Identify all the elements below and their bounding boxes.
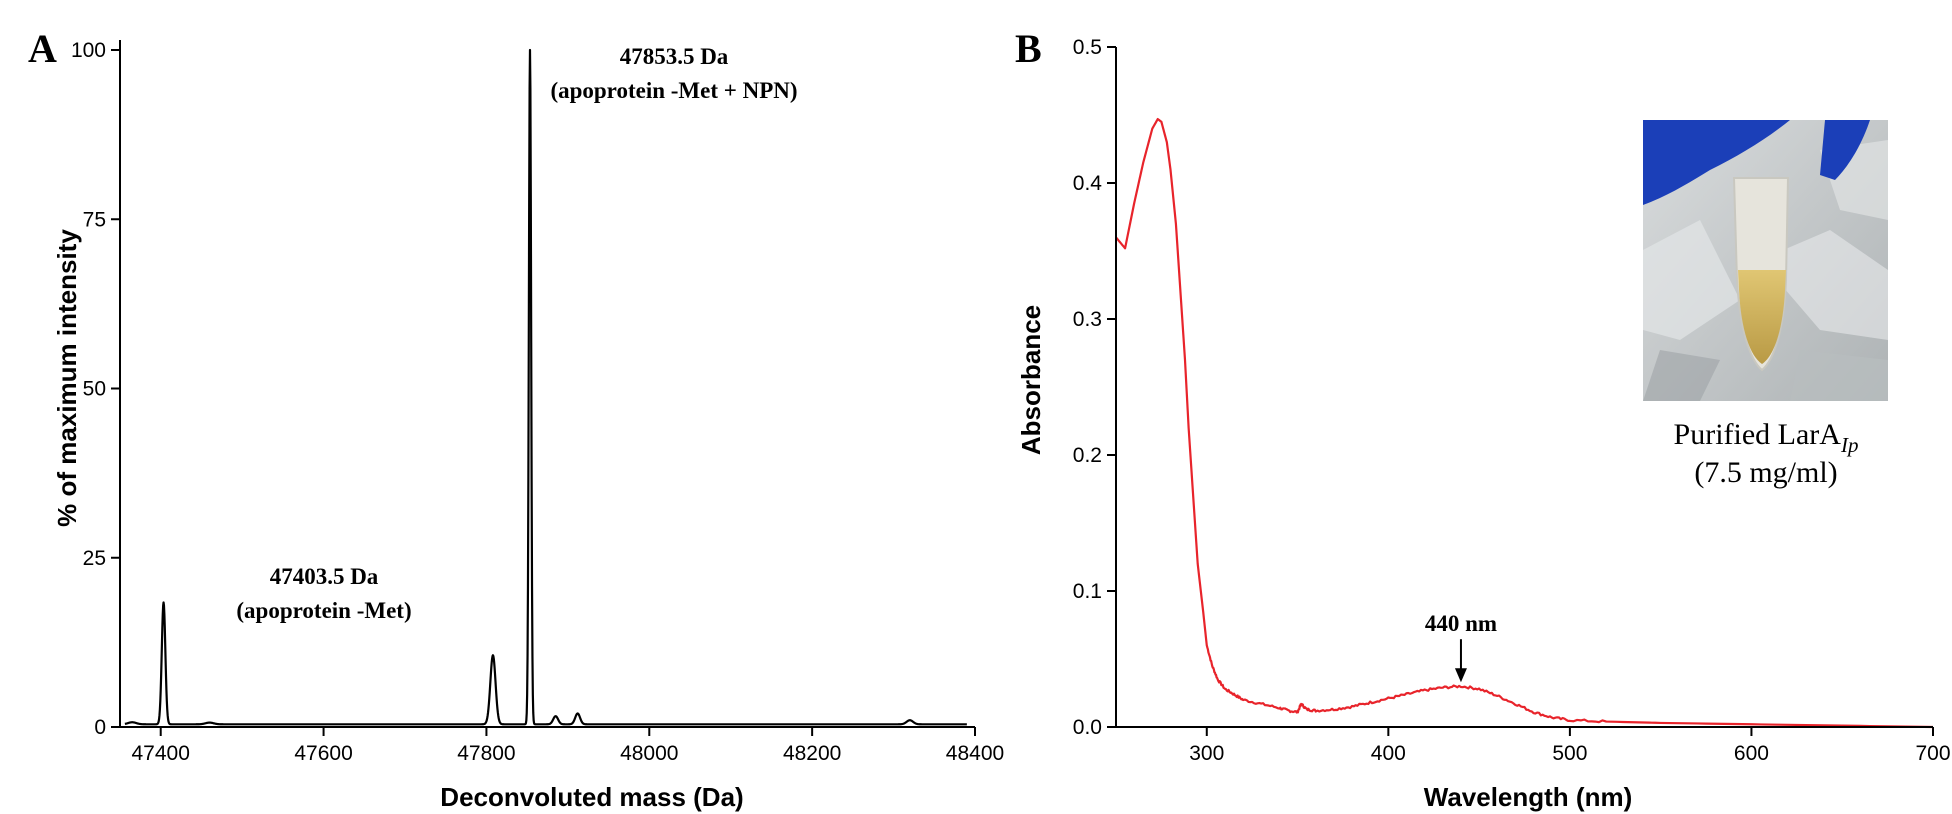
inset-caption-main: Purified LarA [1674, 418, 1842, 451]
panel-b-absorbance-trace [1115, 117, 1934, 729]
panel-a-x-tick-label: 48200 [783, 742, 841, 765]
panel-a-mass-spectrum-trace [124, 48, 968, 726]
panel-a-annotation-main-peak-label: (apoprotein -Met + NPN) [550, 78, 797, 103]
panel-a-y-tick-label: 75 [83, 208, 106, 231]
panel-a-annotation-main-peak-mass: 47853.5 Da [620, 44, 729, 69]
panel-b-ticks: 300 400 500 600 700 0.0 0.1 0.2 0.3 0.4 0.5 [1073, 36, 1951, 765]
panel-b-x-tick-label: 400 [1371, 742, 1406, 765]
panel-a-label: A [28, 26, 57, 71]
panel-a-y-tick-label: 50 [83, 378, 106, 401]
panel-b-label: B [1015, 26, 1042, 71]
panel-a-x-tick-label: 47400 [132, 742, 190, 765]
inset-caption-line1: Purified LarAIp [1674, 418, 1859, 457]
panel-a-y-tick-label: 100 [71, 39, 106, 62]
inset-caption-subscript: Ip [1840, 433, 1859, 457]
panel-b-y-axis-title: Absorbance [1016, 305, 1046, 455]
inset-caption-line2: (7.5 mg/ml) [1694, 456, 1837, 489]
inset-photo [1643, 120, 1888, 401]
panel-a-x-tick-label: 47800 [457, 742, 515, 765]
panel-b-y-tick-label: 0.1 [1073, 580, 1102, 603]
panel-a-x-axis-title: Deconvoluted mass (Da) [440, 782, 743, 812]
panel-b-x-tick-label: 300 [1189, 742, 1224, 765]
panel-b-x-tick-label: 500 [1552, 742, 1587, 765]
panel-a-annotation-minor-peak-label: (apoprotein -Met) [236, 598, 411, 623]
panel-b-y-tick-label: 0.5 [1073, 36, 1102, 59]
panel-a: A 47400 47600 47800 48000 48200 48400 0 25 50 75 1… [28, 26, 1004, 812]
panel-b-annotation-arrow [1454, 639, 1467, 683]
panel-b-y-tick-label: 0.0 [1073, 716, 1102, 739]
panel-a-x-tick-label: 47600 [294, 742, 352, 765]
panel-a-y-tick-label: 0 [94, 716, 106, 739]
panel-a-ticks: 47400 47600 47800 48000 48200 48400 0 25 50 75 100 [71, 39, 1004, 765]
panel-b-x-axis-title: Wavelength (nm) [1424, 782, 1632, 812]
panel-a-annotation-minor-peak-mass: 47403.5 Da [270, 564, 379, 589]
panel-b-y-tick-label: 0.3 [1073, 308, 1102, 331]
panel-b-y-tick-label: 0.2 [1073, 444, 1102, 467]
panel-a-y-axis-title: % of maximum intensity [52, 229, 82, 527]
panel-b-x-tick-label: 600 [1734, 742, 1769, 765]
panel-a-x-tick-label: 48000 [620, 742, 678, 765]
panel-b: B 300 400 500 600 700 0.0 0.1 0.2 0.3 0.4 0.5 Wave… [1015, 26, 1951, 812]
panel-b-y-tick-label: 0.4 [1073, 172, 1103, 195]
panel-a-y-tick-label: 25 [83, 547, 106, 570]
panel-b-x-tick-label: 700 [1915, 742, 1950, 765]
panel-a-x-tick-label: 48400 [946, 742, 1004, 765]
panel-b-annotation-440nm: 440 nm [1425, 611, 1497, 636]
